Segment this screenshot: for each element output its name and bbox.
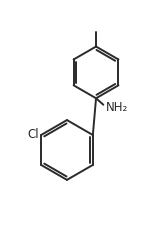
Text: NH₂: NH₂ [106, 101, 128, 114]
Text: Cl: Cl [27, 128, 39, 141]
